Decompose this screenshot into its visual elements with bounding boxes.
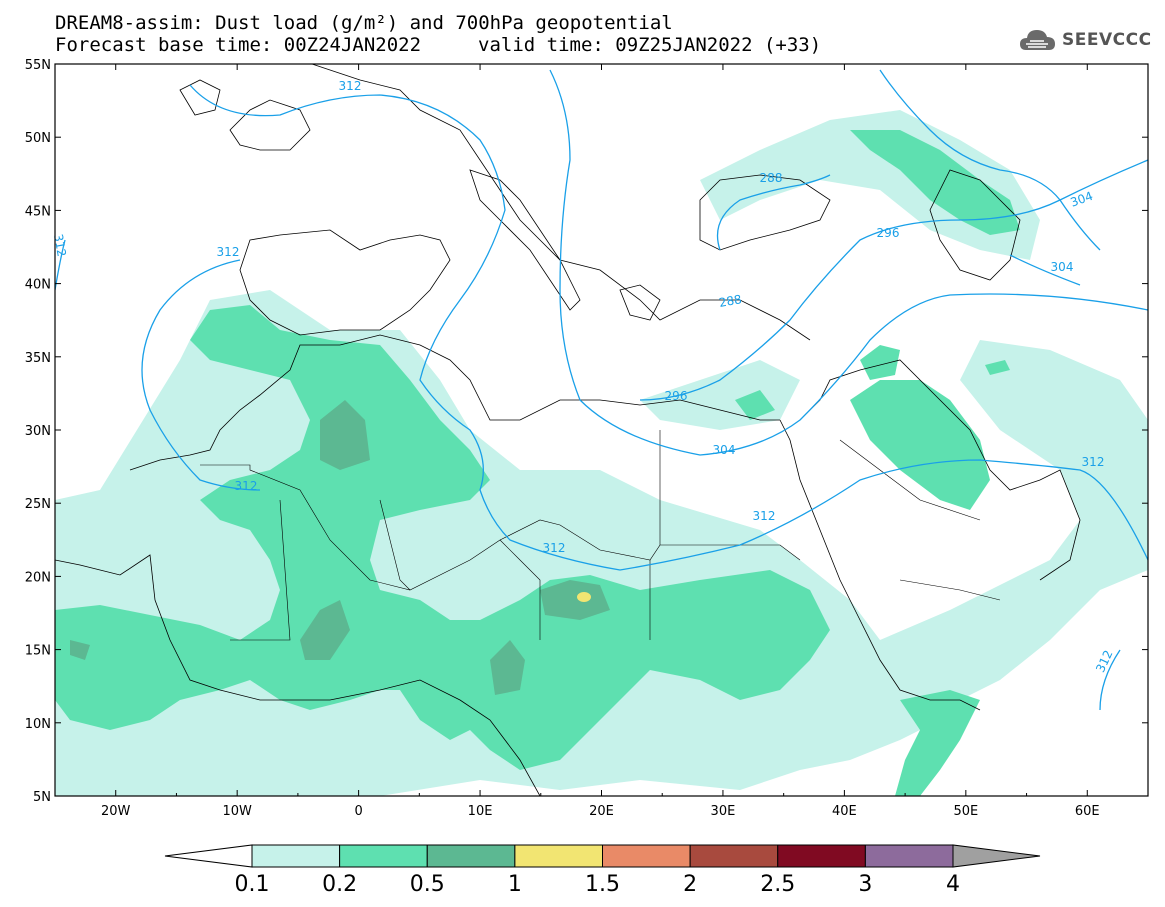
lat-label: 10N: [25, 717, 51, 732]
colorbar-label: 0.2: [322, 872, 357, 897]
lat-label: 40N: [25, 278, 51, 293]
latitude-axis: 55N 50N 45N 40N 35N 30N 25N 20N 15N 10N 5N: [25, 58, 1148, 805]
seevccc-logo: SEEVCCC: [1018, 26, 1152, 54]
lon-label: 20W: [101, 804, 131, 819]
dust-peak-area: [577, 592, 591, 602]
dust-fields: [55, 64, 1148, 796]
colorbar-label: 0.1: [235, 872, 270, 897]
contour-label: 304: [713, 443, 736, 457]
contour-label: 296: [665, 389, 688, 403]
contour-label: 304: [1051, 260, 1074, 274]
contour-label: 312: [1082, 455, 1105, 469]
colorbar-segment: [339, 844, 428, 868]
contour-label: 312: [217, 245, 240, 259]
contour-label: 312: [543, 541, 566, 555]
lat-label: 50N: [25, 131, 51, 146]
contour-label: 296: [877, 226, 900, 240]
colorbar-label: 0.5: [410, 872, 445, 897]
lon-label: 20E: [589, 804, 614, 819]
colorbar: 0.1 0.2 0.5 1 1.5 2 2.5 3 4: [164, 844, 1041, 897]
borders: [200, 430, 1001, 641]
colorbar-label: 1.5: [585, 872, 620, 897]
lon-label: 0: [354, 804, 362, 819]
map-title: DREAM8-assim: Dust load (g/m²) and 700hP…: [55, 12, 673, 34]
lon-label: 10W: [222, 804, 252, 819]
colorbar-segment: [689, 844, 779, 868]
lon-label: 40E: [832, 804, 857, 819]
contour-label: 312: [235, 479, 258, 493]
contour-label: 288: [718, 292, 743, 310]
colorbar-segment: [426, 844, 516, 868]
colorbar-label: 2.5: [760, 872, 795, 897]
colorbar-segment: [777, 844, 866, 868]
geopotential-contours: [55, 69, 1148, 711]
lon-label: 50E: [953, 804, 978, 819]
contour-label: 312: [339, 79, 362, 93]
colorbar-label: 3: [858, 872, 872, 897]
colorbar-label: 4: [946, 872, 960, 897]
longitude-axis: 20W 10W 0 10E 20E 30E 40E 50E 60E: [54, 64, 1149, 819]
forecast-base-time: Forecast base time: 00Z24JAN2022: [55, 34, 422, 56]
lat-label: 5N: [33, 790, 51, 805]
colorbar-segment: [251, 844, 341, 868]
lat-label: 20N: [25, 570, 51, 585]
colorbar-segment: [864, 844, 954, 868]
dust-medium-areas: [55, 130, 1020, 796]
lat-label: 55N: [25, 58, 51, 73]
colorbar-segment: [514, 844, 603, 868]
lat-label: 35N: [25, 351, 51, 366]
contour-label: 312: [753, 509, 776, 523]
colorbar-label: 2: [683, 872, 697, 897]
dust-dark-areas: [70, 400, 610, 695]
valid-time: valid time: 09Z25JAN2022 (+33): [478, 34, 822, 56]
contour-label: 312: [51, 233, 69, 258]
colorbar-arrow-left: [164, 844, 253, 868]
lon-label: 10E: [468, 804, 493, 819]
coastlines: [55, 64, 1081, 796]
lat-label: 45N: [25, 204, 51, 219]
cloud-logo-icon: [1020, 30, 1055, 50]
lat-label: 15N: [25, 644, 51, 659]
lon-label: 30E: [711, 804, 736, 819]
logo-text: SEEVCCC: [1062, 30, 1152, 50]
colorbar-segment: [602, 844, 691, 868]
lat-label: 30N: [25, 424, 51, 439]
lon-label: 60E: [1075, 804, 1100, 819]
contour-label: 288: [760, 171, 783, 185]
colorbar-label: 1: [508, 872, 522, 897]
lat-label: 25N: [25, 497, 51, 512]
colorbar-arrow-right: [952, 844, 1041, 868]
